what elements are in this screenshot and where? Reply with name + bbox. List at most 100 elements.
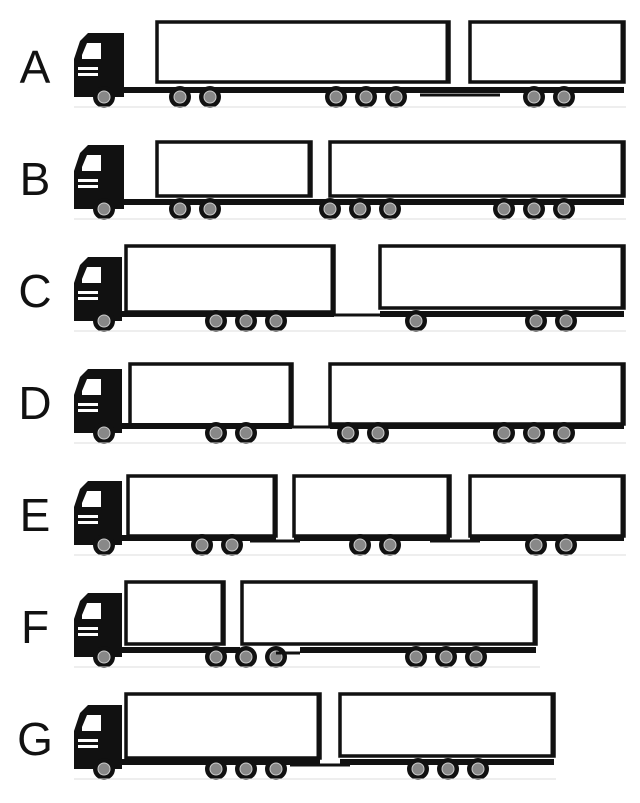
chassis-beam [470,87,624,93]
cab-grille [78,403,98,406]
row-label-f: F [20,601,50,653]
wheel-hub [529,538,543,552]
cab-grille [78,633,98,636]
wheel-hub [97,650,111,664]
cab-grille [78,409,98,412]
cab-window [82,43,101,59]
chassis-beam [380,311,624,317]
wheel-hub [383,538,397,552]
wheel-hub [529,314,543,328]
cab-window [82,379,101,395]
cab-window [82,267,101,283]
wheel-hub [225,538,239,552]
truck-cab [74,481,122,545]
wheel-hub [209,650,223,664]
wheel-hub [209,762,223,776]
cargo-box [155,20,451,84]
combination-row-g [74,692,556,780]
wheel-hub [559,314,573,328]
cargo-box [124,692,322,760]
cargo-box [468,20,626,84]
wheel-hub [411,762,425,776]
row-label-a: A [19,41,51,93]
chassis-beam [330,423,624,429]
wheel-hub [409,650,423,664]
wheel-hub [173,202,187,216]
truck-cab [74,257,122,321]
cab-grille [78,739,98,742]
wheel-hub [527,426,541,440]
wheel-hub [209,426,223,440]
chassis-beam [120,311,334,317]
truck-cab [74,705,122,769]
chassis-beam [124,87,470,93]
row-label-g: G [17,713,53,765]
row-label-e: E [19,489,51,541]
wheel-hub [497,202,511,216]
cab-window [82,715,101,731]
wheel-hub [389,90,403,104]
wheel-hub [239,762,253,776]
wheel-hub [97,202,111,216]
row-label-b: B [19,153,51,205]
cargo-box [292,474,452,538]
chassis-beam [294,535,450,541]
combination-row-c [74,244,626,332]
wheel-hub [195,538,209,552]
wheel-hub [527,202,541,216]
cargo-box [124,580,226,646]
cab-grille [78,521,98,524]
cab-grille [78,297,98,300]
wheel-hub [173,90,187,104]
wheel-hub [97,538,111,552]
row-label-c: C [18,265,52,317]
combination-row-b [74,140,626,220]
cargo-box [240,580,538,646]
wheel-hub [97,314,111,328]
wheel-hub [371,426,385,440]
cab-window [82,603,101,619]
cab-grille [78,627,98,630]
wheel-hub [497,426,511,440]
cab-window [82,491,101,507]
cab-grille [78,185,98,188]
wheel-hub [409,314,423,328]
wheel-hub [359,90,373,104]
cab-grille [78,67,98,70]
combination-row-a [74,20,626,108]
wheel-hub [97,762,111,776]
wheel-hub [269,762,283,776]
cab-window [82,155,101,171]
cargo-box [124,244,336,314]
cab-grille [78,73,98,76]
cargo-box [155,140,313,198]
cargo-box [468,474,626,538]
cargo-box [338,692,556,758]
wheel-hub [383,202,397,216]
chassis-beam [124,199,624,205]
wheel-hub [97,426,111,440]
wheel-hub [439,650,453,664]
wheel-hub [557,90,571,104]
wheel-hub [341,426,355,440]
combination-row-d [74,362,626,444]
cargo-box [126,474,278,538]
cargo-box [328,362,626,426]
wheel-hub [323,202,337,216]
cab-grille [78,291,98,294]
wheel-hub [269,314,283,328]
wheel-hub [471,762,485,776]
truck-cab [74,593,122,657]
cab-grille [78,515,98,518]
combination-row-f [74,580,540,668]
wheel-hub [203,90,217,104]
wheel-hub [97,90,111,104]
cab-grille [78,179,98,182]
combination-row-e [74,474,626,556]
wheel-hub [209,314,223,328]
cargo-box [328,140,626,198]
chassis-beam [120,423,292,429]
wheel-hub [203,202,217,216]
